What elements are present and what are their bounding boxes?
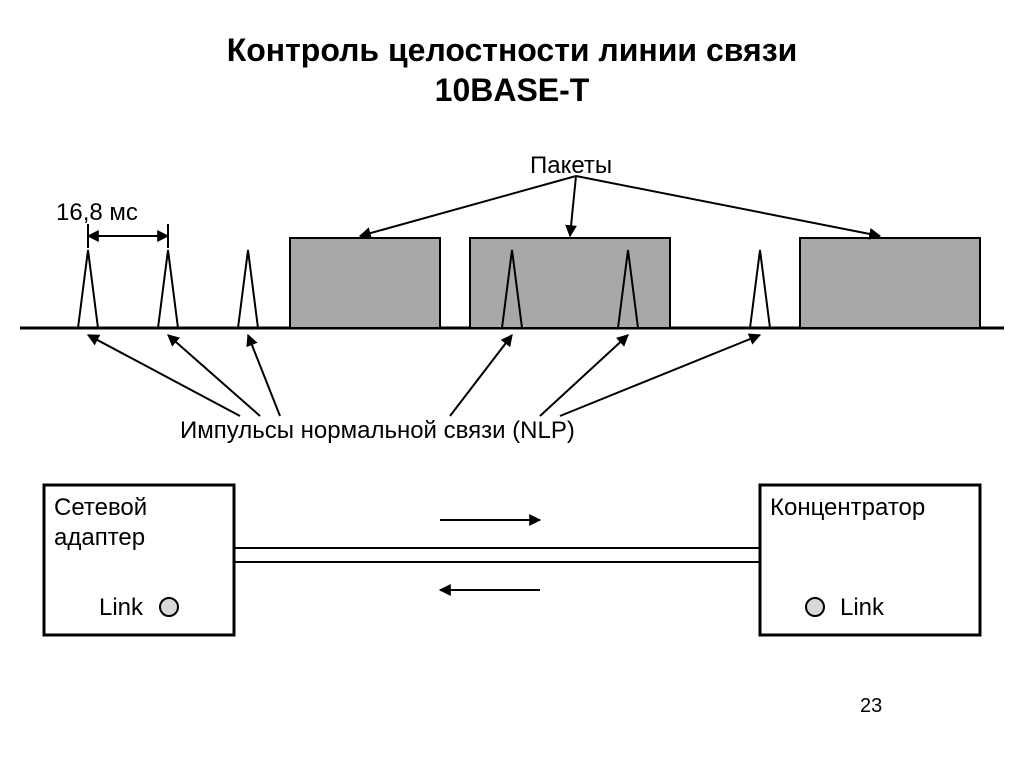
signal-diagram (0, 0, 1024, 460)
hub-link-label: Link (840, 594, 885, 621)
nlp-pulse-3 (238, 250, 258, 328)
adapter-label-1: Сетевой (54, 494, 147, 521)
nlp-arrow-6 (560, 335, 760, 416)
packet-2 (470, 238, 670, 328)
connection-diagram: Сетевой адаптер Link Концентратор Link (0, 470, 1024, 770)
nlp-pulse-1 (78, 250, 98, 328)
slide-container: Контроль целостности линии связи 10BASE-… (0, 0, 1024, 767)
hub-label: Концентратор (770, 494, 925, 521)
adapter-label-2: адаптер (54, 524, 145, 551)
adapter-link-led-icon (160, 598, 178, 616)
page-number: 23 (860, 695, 882, 718)
nlp-arrow-1 (88, 335, 240, 416)
nlp-pulse-2 (158, 250, 178, 328)
packet-3 (800, 238, 980, 328)
packets-arrow-3 (576, 176, 880, 236)
packets-arrow-1 (360, 176, 576, 236)
nlp-arrow-5 (540, 335, 628, 416)
adapter-link-label: Link (99, 594, 144, 621)
hub-link-led-icon (806, 598, 824, 616)
nlp-pulse-6 (750, 250, 770, 328)
packets-arrow-2 (570, 176, 576, 236)
nlp-arrow-3 (248, 335, 280, 416)
packet-1 (290, 238, 440, 328)
nlp-arrow-2 (168, 335, 260, 416)
nlp-arrow-4 (450, 335, 512, 416)
